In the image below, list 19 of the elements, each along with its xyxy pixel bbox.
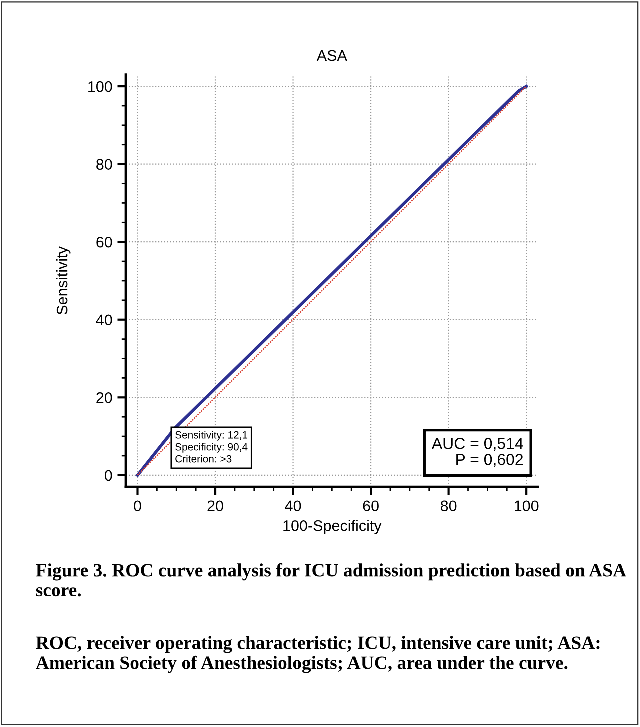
x-tick-label: 100 [514, 500, 539, 512]
chart-title: ASA [316, 50, 348, 62]
x-tick-label: 0 [134, 500, 142, 512]
x-axis-title: 100-Specificity [284, 520, 382, 534]
x-tick-label: 20 [208, 500, 224, 512]
y-tick-label: 60 [96, 236, 112, 248]
y-axis-title: Sensitivity [56, 246, 71, 315]
x-tick-label: 40 [285, 500, 302, 512]
y-tick-label: 100 [88, 81, 112, 92]
annotation: Sensitivity: 12,1 Specificity: 90,4 Criterion: >3 [176, 431, 248, 463]
caption: Figure 3. ROC curve analysis for ICU admission prediction based on ASA score. [36, 563, 626, 597]
x-tick-label: 60 [363, 500, 379, 512]
y-tick-label: 40 [96, 314, 112, 326]
y-tick-label: 80 [96, 159, 112, 170]
y-tick-label: 20 [96, 392, 112, 404]
y-tick-label: 0 [104, 470, 112, 482]
text: ROC, receiver operating characteristic; ICU, intensive care unit; ASA: American Society of Anesthesiologists; AUC, area under the curve. [36, 636, 600, 674]
annotation: AUC = 0,514 P = 0,602 [432, 438, 524, 468]
x-tick-label: 80 [440, 500, 457, 512]
